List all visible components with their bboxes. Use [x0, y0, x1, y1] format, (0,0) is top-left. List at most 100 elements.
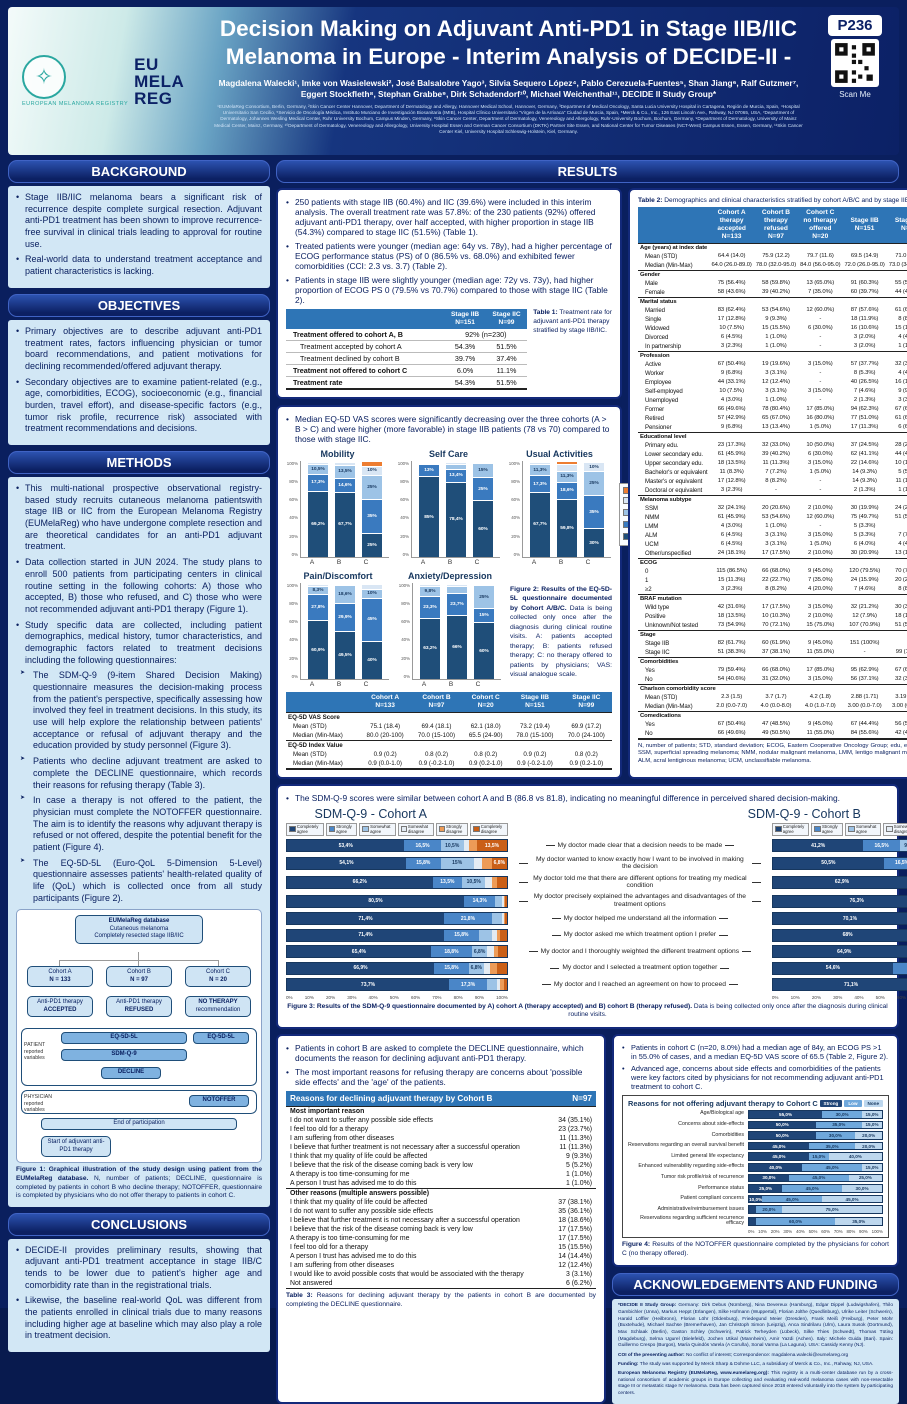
table-group-row: Gender [638, 269, 907, 279]
bar-segment: 13,5% [335, 464, 355, 478]
table-group-row: Marital status [638, 296, 907, 306]
figure1-eq5d-c-bar: EQ-5D-5L [193, 1032, 249, 1045]
bar-segment: 35% [362, 499, 382, 533]
table-group-row: Most important reason [286, 1105, 596, 1116]
bar-segment: 13,5% [432, 876, 463, 888]
bar-segment: 66,9% [287, 962, 435, 974]
table-row: Retired 57 (42.9%) 65 (67.0%) 16 (80.0%) 77 … [645, 414, 907, 422]
table-row: ≥23 (2.3%)8 (8.2%)4 (20.0%)7 (4.6%)8 (8.… [645, 585, 907, 593]
bar-segment [308, 460, 328, 462]
list-item: In case a therapy is not offered to the … [16, 795, 262, 853]
sdm-bullet: The SDM-Q-9 scores were similar between … [286, 793, 889, 803]
bar-segment: 25,0% [848, 1174, 882, 1182]
bar-segment [491, 876, 497, 888]
bar-segment: 45,0% [802, 1163, 863, 1171]
eq5d-charts-bottom: Pain/Discomfort 100% 80% 60% 40% 20% 0% 60,9% 27… [286, 571, 612, 688]
y-axis: 100% 80% 60% 40% 20% 0% [508, 460, 520, 557]
bar-segment: 21,6% [892, 962, 907, 974]
sdm-b-bar-7: 64,9%18,6%7,2% [771, 945, 907, 959]
bar-segment: 25% [474, 584, 494, 609]
table3-title: Reasons for declining adjuvant therapy b… [286, 1090, 538, 1107]
bar-segment: 18,6% [335, 584, 355, 603]
logo-acronym: EU MELA REG [134, 54, 185, 108]
bar-segment: 6,8% [472, 946, 488, 958]
table1-treatment-rate: Stage IIB N=151 Stage IIC N=99 Treatment off… [286, 309, 528, 390]
bar-segment [468, 840, 478, 852]
bar-segment: 25% [362, 475, 382, 500]
bar-segment: 6,8% [491, 857, 507, 869]
figure3-caption: Figure 3: Results of the SDM-Q-9 questio… [287, 1002, 888, 1019]
sdm-item-label: My doctor made clear that a decision nee… [516, 842, 764, 850]
figure1-therapy-refused: Anti-PD1 therapy REFUSED [106, 996, 172, 1018]
table-row: Former 66 (49.6%) 78 (80.4%) 17 (85.0%) 94 (… [645, 405, 907, 413]
figure4-caption: Figure 4: Results of the NOTOFFER questi… [622, 1241, 889, 1257]
sdm-a-bar-6: 71,4% 15,8% [286, 928, 508, 942]
table-group-row: Educational level [638, 431, 907, 441]
sdm-item-label: My doctor and I selected a treatment opt… [516, 964, 764, 972]
notoffer-chart: Reasons for not offering adjuvant therap… [622, 1094, 889, 1238]
bar-segment [498, 946, 507, 958]
list-item: 250 patients with stage IIB (60.4%) and … [286, 197, 612, 237]
bar-segment: 30,0% [822, 1110, 863, 1118]
table-row: A therapy is too time-consuming for me 1 … [290, 1170, 592, 1178]
bar-segment: 68% [772, 929, 907, 941]
bar-segment [463, 840, 469, 852]
bar-segment [503, 913, 506, 925]
figure1-db-box: EUMelaReg database Cutaneous melanoma Co… [75, 915, 203, 944]
table-row: Primary edu. 23 (17.3%) 32 (33.0%) 10 (50.0… [645, 441, 907, 449]
y-axis: 100% 80% 60% 40% 20% 0% [398, 582, 410, 679]
eq5d-chart-usual-activities: Usual Activities 100% 80% 60% 40% 20% 0% 67,7% 1… [508, 449, 611, 566]
bar-segment [500, 929, 507, 941]
figure1-physician-label: PHYSICIAN reported variables [24, 1094, 52, 1113]
table-row: I believe that the risk of the disease c… [290, 1161, 592, 1169]
table-row: Stage IIB 82 (61.7%) 60 (61.9%) 9 (45.0%) 15… [645, 639, 880, 647]
table-row: NMM 61 (45.9%) 53 (54.6%) 12 (60.0%) 75 (49.… [645, 513, 907, 521]
table1-column-header: Stage IIB N=151 [444, 309, 486, 329]
bar-segment: 20,0% [755, 1206, 783, 1213]
eq5d-table-column-header: Cohort C N=20 [462, 691, 510, 713]
table-row: Treatment offered to cohort A, B 92% (n=2… [286, 328, 528, 341]
table-row: Yes 79 (59.4%) 66 (68.0%) 17 (85.0%) 95 (62.… [645, 666, 907, 674]
figure1-no-therapy: NO THERAPY recommendation [185, 996, 251, 1018]
legend-swatch [328, 826, 336, 833]
conclusions-body: DECIDE-II provides preliminary results, … [8, 1238, 270, 1353]
list-item: The SDM-Q-9 (9-item Shared Decision Maki… [16, 670, 262, 752]
table3-decline-reasons: Reasons for declining adjuvant therapy b… [286, 1090, 596, 1289]
bar-segment [473, 857, 482, 869]
bar-segment: 20,0% [855, 1132, 882, 1139]
bar-segment: 45,0% [782, 1185, 843, 1192]
table-row: I do not want to suffer any possible sid… [290, 1207, 592, 1215]
bar-segment: 15,8% [434, 962, 469, 974]
sdm-b-bar-8: 54,6%21,6%11,3% [771, 961, 907, 975]
bar-segment: 30,0% [842, 1185, 882, 1192]
bar-segment: 59,8% [557, 499, 577, 557]
table2-footnote: N, number of patients; STD, standard dev… [638, 742, 907, 764]
table-group-row: Comorbidities [638, 656, 907, 666]
sdm-b-axis: 0%10%20%30%40%50%60%70%80%90%100% [771, 994, 907, 1000]
bar-segment: 45,0% [788, 1174, 849, 1182]
sdm-a-bar-4: 80,5% 14,3% [286, 894, 508, 908]
table-group-row: Melanoma subtype [638, 494, 907, 504]
poster-root: ✧ EUROPEAN MELANOMA REGISTRY EU MELA REG… [0, 0, 907, 1308]
legend-swatch [774, 826, 782, 833]
bar-segment [557, 463, 577, 471]
sdm-b-bar-1: 41,2%16,5%9,3%8,2%18,6% [771, 839, 907, 853]
table-row: Treatment rate 54.3% 51.5% [286, 376, 528, 390]
bar-segment [362, 460, 382, 466]
table-row: I believe that the risk of the disease c… [290, 1225, 592, 1233]
legend-item: Strongly agree [325, 822, 358, 836]
bar-segment: 15% [473, 462, 493, 477]
bar-segment [308, 582, 328, 584]
bar-segment: 41,2% [772, 840, 864, 852]
stacked-bar-A: 69,2% 17,3% 10,5% [308, 460, 328, 557]
bar-segment: 66% [447, 615, 467, 679]
figure1-notoffer-bar: NOTOFFER [189, 1095, 249, 1108]
stacked-bar-B: 49,5% 29,9% 18,6% [335, 582, 355, 679]
notoffer-row-label: Reservations regarding sufficient recurr… [640, 1214, 744, 1227]
bar-segment [362, 582, 382, 584]
